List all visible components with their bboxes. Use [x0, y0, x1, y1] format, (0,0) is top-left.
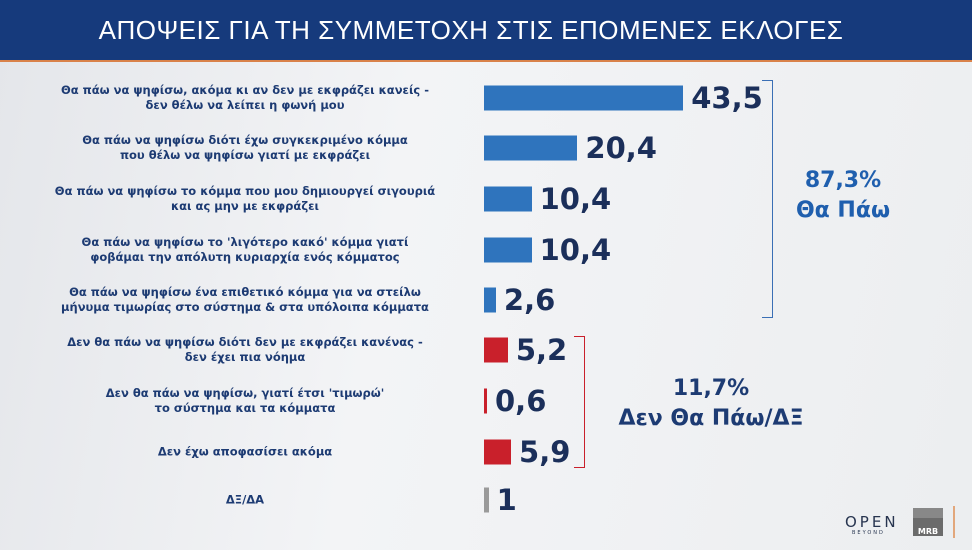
bracket-wont-vote [574, 336, 585, 468]
bar [484, 135, 578, 161]
group-will-vote: 87,3% Θα Πάω [788, 166, 898, 226]
bar [484, 337, 508, 363]
category-label-line: Θα πάω να ψηφίσω ένα επιθετικό κόμμα για… [69, 285, 421, 299]
group-wont-vote: 11,7% Δεν Θα Πάω/ΔΞ [596, 374, 826, 434]
value-label: 20,4 [585, 131, 657, 165]
group-will-vote-percent: 87,3% [804, 168, 882, 193]
category-label: ΔΞ/ΔΑ [15, 493, 475, 508]
category-label-line: το σύστημα και τα κόμματα [154, 401, 336, 415]
bar [484, 287, 496, 313]
category-label-line: Δεν έχω αποφασίσει ακόμα [157, 444, 333, 459]
value-label: 2,6 [503, 283, 556, 317]
category-label: Θα πάω να ψηφίσω ένα επιθετικό κόμμα για… [15, 285, 475, 315]
category-label: Θα πάω να ψηφίσω το 'λιγότερο κακό' κόμμ… [15, 235, 475, 265]
category-label-line: ΔΞ/ΔΑ [225, 492, 265, 507]
category-label-line: δεν θέλω να λείπει η φωνή μου [145, 98, 345, 112]
category-label-line: δεν έχει πια νόημα [184, 350, 306, 364]
value-label: 10,4 [539, 233, 612, 267]
bar [484, 85, 684, 111]
category-label-line: που θέλω να ψηφίσω γιατί με εκφράζει [119, 148, 371, 162]
category-label-line: και ας μην με εκφράζει [170, 199, 319, 213]
value-label: 0,6 [495, 384, 547, 418]
category-label-line: Δεν θα πάω να ψηφίσω διότι δεν με εκφράζ… [67, 335, 423, 349]
bracket-will-vote [762, 80, 773, 318]
bar [484, 237, 532, 263]
category-label: Θα πάω να ψηφίσω διότι έχω συγκεκριμένο … [15, 133, 475, 163]
category-label-line: Δεν θα πάω να ψηφίσω, γιατί έτσι 'τιμωρώ… [105, 386, 385, 400]
divider [953, 506, 955, 538]
category-label: Δεν θα πάω να ψηφίσω, γιατί έτσι 'τιμωρώ… [15, 386, 475, 416]
value-label: 10,4 [539, 182, 612, 216]
mrb-logo: MRB [913, 508, 943, 536]
value-label: 43,5 [691, 81, 763, 115]
category-label-line: Θα πάω να ψηφίσω το 'λιγότερο κακό' κόμμ… [81, 235, 409, 249]
value-label: 1 [496, 483, 517, 517]
category-label: Θα πάω να ψηφίσω, ακόμα κι αν δεν με εκφ… [15, 83, 475, 113]
value-label: 5,2 [515, 333, 568, 367]
category-label-line: Θα πάω να ψηφίσω το κόμμα που μου δημιου… [54, 184, 436, 198]
bar [484, 186, 532, 212]
category-label: Δεν θα πάω να ψηφίσω διότι δεν με εκφράζ… [15, 335, 475, 365]
header-banner: ΑΠΟΨΕΙΣ ΓΙΑ ΤΗ ΣΥΜΜΕΤΟΧΗ ΣΤΙΣ ΕΠΟΜΕΝΕΣ Ε… [0, 0, 972, 62]
category-label-line: μήνυμα τιμωρίας στο σύστημα & στα υπόλοι… [61, 300, 429, 314]
bar [484, 439, 512, 465]
chart-title: ΑΠΟΨΕΙΣ ΓΙΑ ΤΗ ΣΥΜΜΕΤΟΧΗ ΣΤΙΣ ΕΠΟΜΕΝΕΣ Ε… [98, 14, 844, 45]
bar [484, 388, 487, 414]
bar [484, 487, 489, 513]
category-label-line: φοβάμαι την απόλυτη κυριαρχία ενός κόμμα… [90, 250, 400, 264]
category-label: Θα πάω να ψηφίσω το κόμμα που μου δημιου… [15, 184, 475, 214]
group-will-vote-label: Θα Πάω [795, 198, 891, 223]
open-logo-subtitle: BEYOND [852, 530, 885, 536]
value-label: 5,9 [519, 435, 571, 469]
group-wont-vote-percent: 11,7% [672, 376, 750, 401]
category-label-line: Θα πάω να ψηφίσω, ακόμα κι αν δεν με εκφ… [60, 83, 430, 97]
group-wont-vote-label: Δεν Θα Πάω/ΔΞ [618, 406, 804, 431]
category-label-line: Θα πάω να ψηφίσω διότι έχω συγκεκριμένο … [82, 133, 408, 147]
category-label: Δεν έχω αποφασίσει ακόμα [15, 445, 475, 460]
open-logo: OPEN [845, 513, 899, 531]
